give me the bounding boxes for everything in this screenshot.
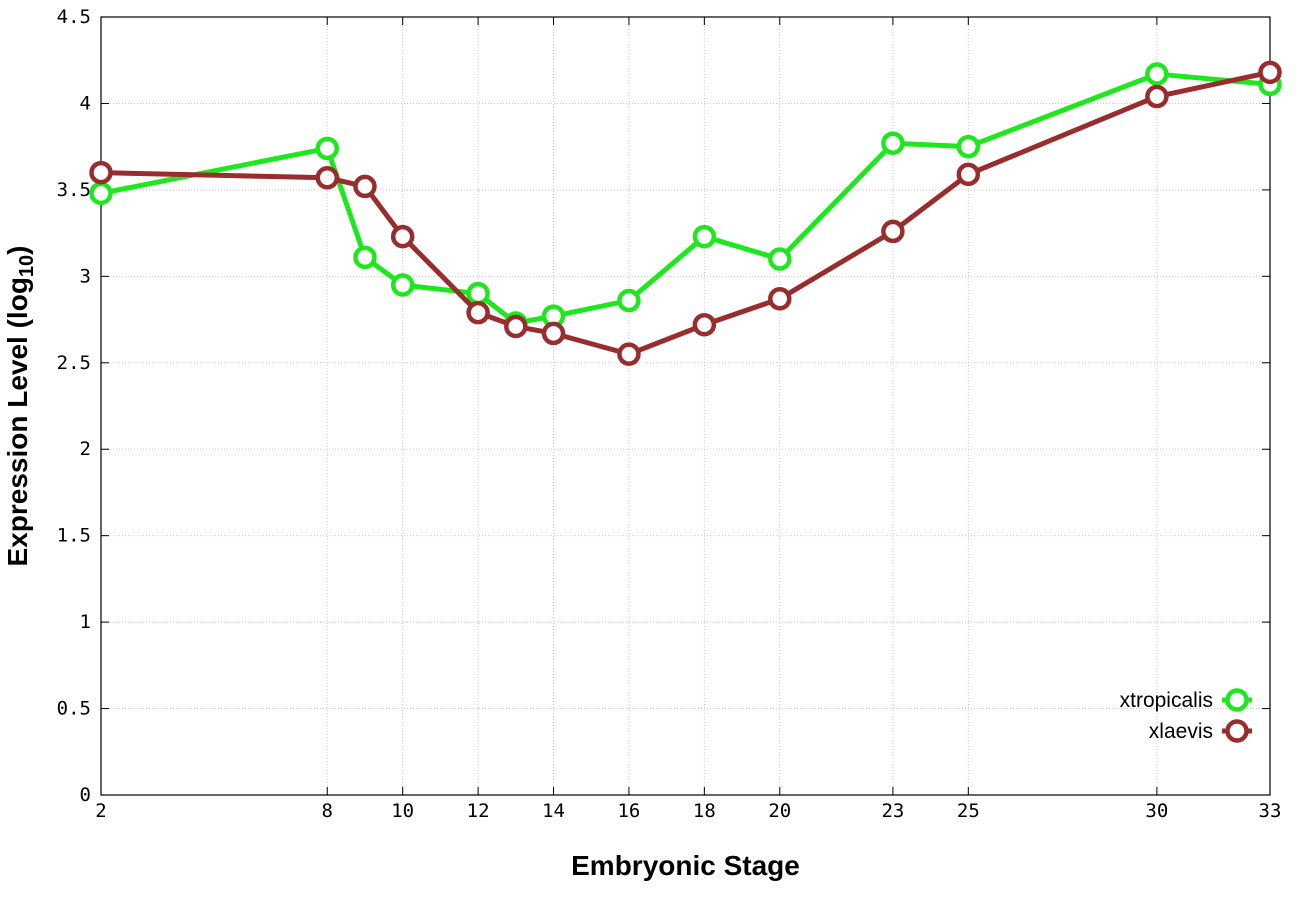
x-tick-label: 33	[1259, 800, 1282, 822]
x-tick-label: 10	[391, 800, 414, 822]
data-point	[956, 134, 981, 159]
data-point	[353, 245, 377, 270]
legend: xtropicalis xlaevis	[1120, 688, 1252, 743]
x-tick-label: 30	[1145, 800, 1168, 822]
x-tick-label: 8	[322, 800, 333, 822]
data-point	[353, 174, 377, 199]
y-tick-label: 1.5	[57, 525, 91, 547]
y-tick-label: 1	[80, 611, 91, 633]
x-tick-label: 20	[768, 800, 791, 822]
data-point	[617, 288, 641, 313]
y-tick-label: 2	[80, 438, 91, 460]
y-axis-title-main: Expression Level (log	[2, 277, 33, 566]
data-point	[315, 136, 340, 161]
y-tick-label: 4	[80, 92, 91, 114]
legend-swatch-marker	[1225, 719, 1249, 743]
x-axis-title: Embryonic Stage	[571, 850, 800, 881]
y-axis-title: Expression Level (log10)	[2, 246, 38, 567]
x-tick-label: 23	[881, 800, 904, 822]
y-tick-label: 3	[80, 265, 91, 287]
data-point	[881, 219, 905, 244]
data-point	[466, 300, 490, 325]
data-point	[1145, 84, 1169, 109]
data-point	[1145, 62, 1169, 86]
series-line	[100, 71, 1271, 326]
y-axis-title-subscript: 10	[16, 255, 38, 277]
data-point	[89, 160, 113, 185]
data-point	[768, 287, 792, 311]
data-point	[692, 224, 717, 249]
data-point	[617, 342, 641, 366]
legend-label: xlaevis	[1149, 720, 1213, 743]
x-tick-label: 14	[542, 800, 565, 822]
series-line	[100, 69, 1271, 357]
x-tick-label: 2	[95, 800, 106, 822]
data-point	[956, 162, 981, 187]
axis-ticks: 0 0.5 1 1.5 2 2.5 3 3.5 4 4.5 2 8 10 12 14 16 18 20 23 25 30…	[57, 6, 1282, 822]
x-tick-label: 18	[693, 800, 716, 822]
y-tick-label: 3.5	[57, 179, 91, 201]
legend-item-xtropicalis: xtropicalis	[1120, 688, 1252, 712]
legend-swatch-marker	[1225, 688, 1249, 712]
data-point	[466, 281, 490, 306]
x-tick-label: 16	[617, 800, 640, 822]
series-lines	[89, 60, 1282, 366]
plot-frame	[100, 16, 1271, 796]
data-point	[89, 181, 113, 206]
y-tick-label: 2.5	[57, 352, 91, 374]
data-point	[504, 314, 528, 339]
grid-lines	[101, 17, 1270, 795]
y-tick-label: 0.5	[57, 698, 91, 720]
x-tick-label: 25	[957, 800, 980, 822]
data-point	[881, 131, 905, 155]
y-tick-label: 0	[80, 784, 91, 806]
data-point	[390, 273, 415, 297]
legend-item-xlaevis: xlaevis	[1149, 719, 1252, 743]
data-point	[1258, 60, 1282, 85]
y-tick-label: 4.5	[57, 6, 91, 28]
series-xlaevis	[89, 60, 1282, 366]
series-xtropicalis	[89, 62, 1282, 335]
y-axis-title-close: )	[2, 246, 33, 255]
data-point	[390, 224, 415, 249]
x-tick-label: 12	[467, 800, 490, 822]
data-point	[768, 247, 792, 271]
data-point	[541, 321, 566, 346]
data-point	[692, 312, 717, 337]
data-point	[315, 166, 340, 190]
legend-label: xtropicalis	[1120, 689, 1213, 712]
